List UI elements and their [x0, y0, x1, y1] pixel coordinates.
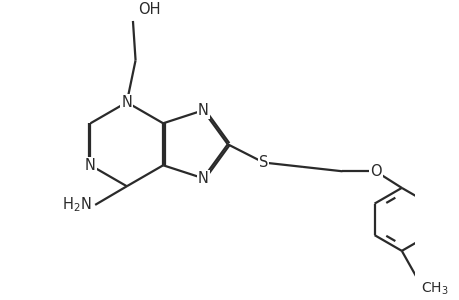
Text: N: N — [197, 171, 208, 186]
Text: H$_2$N: H$_2$N — [62, 196, 91, 214]
Text: S: S — [258, 155, 268, 170]
Text: N: N — [197, 103, 208, 118]
Text: OH: OH — [138, 2, 160, 17]
Text: CH$_3$: CH$_3$ — [420, 280, 448, 297]
Text: N: N — [85, 158, 95, 173]
Text: O: O — [369, 164, 381, 179]
Text: N: N — [121, 95, 132, 110]
